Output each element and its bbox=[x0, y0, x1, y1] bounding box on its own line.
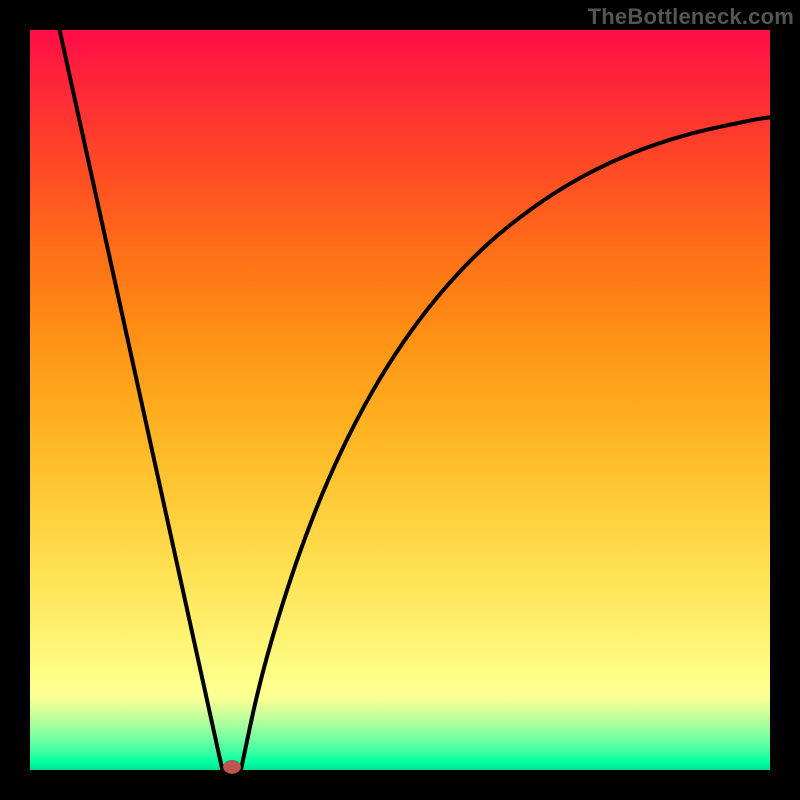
optimum-marker bbox=[223, 760, 241, 773]
chart-container: { "watermark": { "text": "TheBottleneck.… bbox=[0, 0, 800, 800]
watermark-text: TheBottleneck.com bbox=[588, 4, 794, 30]
bottleneck-chart bbox=[0, 0, 800, 800]
